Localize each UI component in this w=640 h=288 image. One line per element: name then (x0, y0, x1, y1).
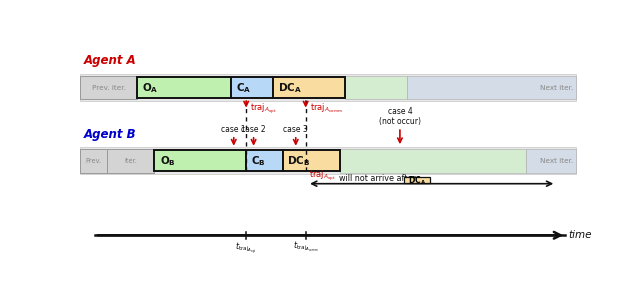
Text: Next iter.: Next iter. (540, 158, 573, 164)
Text: $\mathrm{traj}_{A_{\mathrm{opt}}}$: $\mathrm{traj}_{A_{\mathrm{opt}}}$ (308, 168, 335, 183)
Text: case 1: case 1 (221, 125, 246, 134)
Bar (404, 177, 429, 183)
Bar (80, 76, 137, 99)
Text: $\mathrm{traj}_{A_{\mathrm{comm}}}$: $\mathrm{traj}_{A_{\mathrm{comm}}}$ (310, 101, 342, 115)
Text: case 3: case 3 (284, 125, 308, 134)
Text: $\mathbf{DC_B}$: $\mathbf{DC_B}$ (287, 154, 310, 168)
Text: $t_{\mathrm{traj}_{A_{\mathrm{opt}}}}$: $t_{\mathrm{traj}_{A_{\mathrm{opt}}}}$ (236, 240, 257, 256)
Bar (284, 150, 340, 171)
Bar (346, 76, 408, 99)
Bar (527, 149, 576, 173)
Text: $\mathbf{O_A}$: $\mathbf{O_A}$ (143, 81, 159, 95)
Text: $\mathrm{traj}_{A_{\mathrm{opt}}}$: $\mathrm{traj}_{A_{\mathrm{opt}}}$ (250, 101, 277, 115)
Text: Next iter.: Next iter. (540, 85, 573, 91)
Bar (108, 149, 154, 173)
Bar (137, 77, 231, 98)
Text: Agent B: Agent B (84, 128, 136, 141)
Text: time: time (568, 230, 591, 240)
Bar (80, 147, 576, 175)
Bar (80, 149, 108, 173)
Text: will not arrive after: will not arrive after (339, 174, 419, 183)
Text: $\mathbf{O_B}$: $\mathbf{O_B}$ (160, 154, 176, 168)
Bar (340, 149, 527, 173)
Bar (231, 77, 273, 98)
Text: Prev. iter.: Prev. iter. (92, 85, 125, 91)
Text: $\mathbf{C_A}$: $\mathbf{C_A}$ (236, 81, 251, 95)
Text: $\mathbf{DC_A}$: $\mathbf{DC_A}$ (408, 174, 426, 187)
Text: $t_{\mathrm{traj}_{A_{\mathrm{comm}}}}$: $t_{\mathrm{traj}_{A_{\mathrm{comm}}}}$ (293, 240, 319, 254)
Bar (273, 77, 346, 98)
Text: case 2: case 2 (241, 125, 266, 134)
Text: Agent A: Agent A (84, 54, 137, 67)
Bar (154, 150, 246, 171)
Bar (80, 74, 576, 101)
Text: case 4
(not occur): case 4 (not occur) (379, 107, 421, 126)
Text: $\mathbf{C_B}$: $\mathbf{C_B}$ (251, 154, 266, 168)
Bar (246, 150, 284, 171)
Text: $\mathbf{DC_A}$: $\mathbf{DC_A}$ (278, 81, 302, 95)
Text: iter.: iter. (124, 158, 137, 164)
Bar (408, 76, 576, 99)
Text: Prev.: Prev. (86, 158, 102, 164)
